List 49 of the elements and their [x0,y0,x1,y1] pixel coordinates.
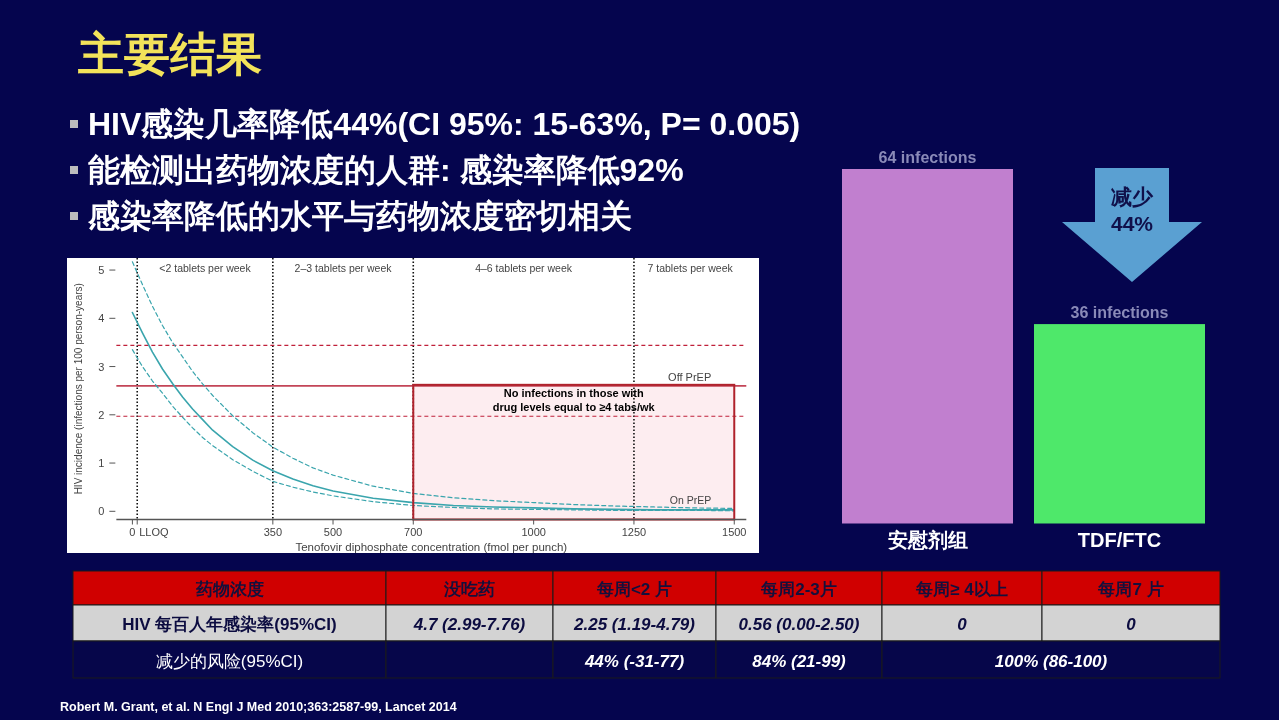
category-label: 没吃药 [443,580,495,599]
category-label: 每周7 片 [1097,580,1164,599]
x-tick-label: 1500 [722,525,747,538]
y-tick-label: 2 [98,408,105,421]
x-tick-label: 0 [129,525,136,538]
y-tick-label: 0 [98,505,105,518]
annotation: <2 tablets per week [159,262,252,274]
category-label: 每周≥ 4以上 [915,580,1008,599]
y-axis-title: HIV incidence (infections per 100 person-years) [73,283,84,495]
text: 0 [957,615,967,634]
x-tick-label: 700 [404,525,423,538]
text: Robert M. Grant, et al. N Engl J Med 2010;363:2587-99, Lancet 2014 [60,700,457,714]
category-label: 药物浓度 [194,580,264,599]
annotation: 7 tablets per week [647,262,734,274]
data-label: 64 infections [878,149,977,166]
category-label: 每周2-3片 [760,580,837,599]
y-tick-label: 1 [98,457,105,470]
x-tick-label: 1250 [621,525,647,538]
text: 感染率降低的水平与药物浓度密切相关 [87,198,632,234]
text: 0.56 (0.00-2.50) [738,615,860,634]
band-label: No infections in those with drug levels equal to ≥4 tabs/wk [492,387,656,414]
y-tick-label: 4 [98,312,105,325]
category-label: HIV 每百人年感染率(95%CI) [122,615,337,634]
text: 100% (86-100) [994,652,1108,671]
annotation: 减少 44% [1110,185,1154,235]
x-tick-label: 安慰剂组 [887,528,968,551]
x-tick-label: TDF/FTC [1077,528,1162,551]
text: 84% (21-99) [752,652,846,671]
ref-line-label: Off PrEP [668,370,712,383]
category-label: 减少的风险(95%CI) [155,652,304,671]
text: 主要结果 [78,28,262,80]
category-label: 每周<2 片 [595,580,673,599]
y-tick-label: 3 [98,360,105,373]
x-axis-title: Tenofovir diphosphate concentration (fmol per punch) [295,540,568,553]
y-tick-label: 5 [98,264,105,277]
text: 4.7 (2.99-7.76) [413,615,526,634]
annotation: On PrEP [669,493,712,506]
text: HIV感染几率降低44%(CI 95%: 15-63%, P= 0.005) [88,106,801,142]
text: 2.25 (1.19-4.79) [574,615,695,634]
x-tick-label: 500 [323,525,343,538]
data-label: 36 infections [1070,304,1169,322]
x-tick-label: 350 [263,525,283,538]
x-tick-label: 1000 [521,525,546,538]
ref-line-label: LLOQ [139,525,170,538]
text: 0 [1126,615,1136,634]
annotation: 4–6 tablets per week [475,262,573,274]
annotation: 2–3 tablets per week [294,262,393,274]
text: 44% (-31-77) [584,652,685,671]
text: 能检测出药物浓度的人群: 感染率降低92% [88,152,684,188]
